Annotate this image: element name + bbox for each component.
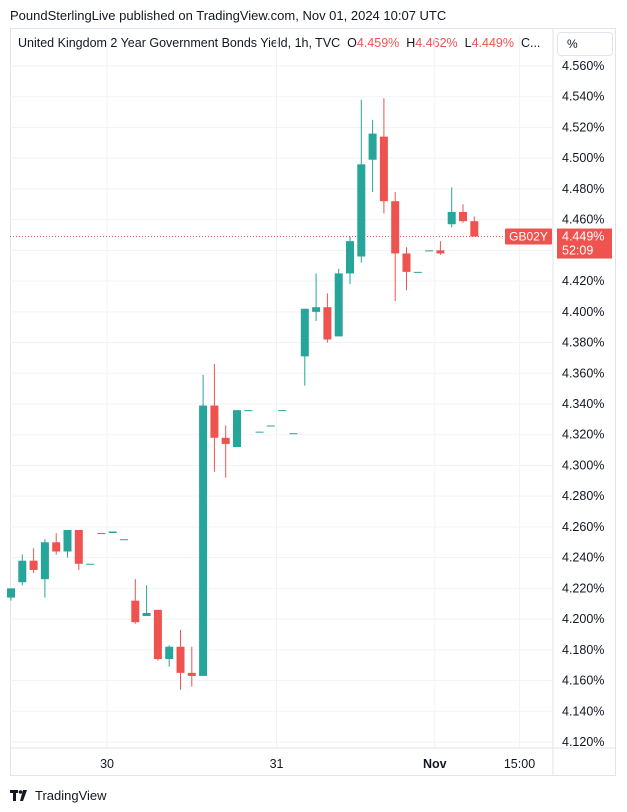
candle-body — [436, 250, 445, 254]
y-tick-label: 4.460% — [562, 213, 604, 227]
candle-body — [312, 307, 321, 312]
candle-body — [108, 531, 117, 534]
candle-body — [470, 221, 479, 237]
y-tick-label: 4.420% — [562, 274, 604, 288]
candle-body — [221, 437, 230, 444]
candle-body — [244, 410, 253, 412]
candle-body — [323, 307, 332, 340]
candle-body — [52, 542, 61, 552]
legend-low-label: L — [464, 36, 472, 50]
legend-high-label: H — [406, 36, 416, 50]
y-tick-label: 4.380% — [562, 336, 604, 350]
legend-close-label: C... — [520, 36, 541, 50]
candle-body — [334, 273, 343, 337]
y-tick-label: 4.220% — [562, 581, 604, 595]
y-tick-label: 4.320% — [562, 428, 604, 442]
candle-body — [447, 211, 456, 225]
x-tick-label: Nov — [423, 757, 447, 771]
y-tick-label: 4.200% — [562, 612, 604, 626]
candle-body — [7, 588, 15, 598]
candle-body — [425, 250, 434, 252]
y-tick-label: 4.520% — [562, 120, 604, 134]
candle-body — [402, 253, 411, 272]
legend-open-label: O — [347, 36, 357, 50]
candle-body — [357, 164, 366, 257]
candle-body — [199, 405, 208, 676]
candle-body — [391, 201, 400, 254]
last-price-value: 4.449% — [562, 230, 604, 244]
y-tick-label: 4.340% — [562, 397, 604, 411]
y-tick-label: 4.160% — [562, 674, 604, 688]
chart-frame — [10, 28, 616, 776]
countdown-label: 52:09 — [562, 244, 593, 258]
symbol-tag-label: GB02Y — [509, 230, 548, 244]
candle-body — [120, 539, 128, 541]
candle-body — [40, 542, 49, 580]
footer-brand: TradingView — [10, 788, 107, 803]
candle-body — [379, 136, 388, 202]
y-tick-label: 4.560% — [562, 59, 604, 73]
footer-brand-label: TradingView — [35, 788, 107, 803]
candle-body — [233, 410, 241, 448]
candle-body — [278, 410, 287, 412]
candle-body — [86, 563, 95, 565]
y-tick-label: 4.500% — [562, 151, 604, 165]
tradingview-logo-icon — [10, 789, 30, 802]
candle-body — [255, 431, 264, 433]
chart-legend: United Kingdom 2 Year Government Bonds Y… — [18, 36, 540, 50]
x-tick-label: 15:00 — [504, 757, 535, 771]
y-tick-label: 4.260% — [562, 520, 604, 534]
candle-body — [413, 271, 422, 273]
symbol-tag — [505, 228, 552, 245]
y-tick-label: 4.360% — [562, 366, 604, 380]
candle-body — [346, 241, 354, 274]
candle-body — [368, 133, 377, 160]
legend-high-value: 4.462% — [415, 36, 458, 50]
y-tick-label: 4.480% — [562, 182, 604, 196]
last-price-badge — [557, 228, 612, 259]
candle-body — [210, 405, 219, 438]
candle-body — [63, 529, 72, 552]
candle-body — [18, 560, 27, 583]
legend-open-value: 4.459% — [356, 36, 400, 50]
x-tick-label: 31 — [270, 757, 284, 771]
x-tick-label: 30 — [100, 757, 114, 771]
y-tick-label: 4.180% — [562, 643, 604, 657]
candle-body — [300, 308, 309, 357]
y-tick-label: 4.300% — [562, 458, 604, 472]
candle-body — [142, 612, 151, 617]
candle-body — [165, 646, 174, 660]
candle-body — [187, 672, 196, 676]
y-tick-label: 4.120% — [562, 735, 604, 749]
y-tick-label: 4.140% — [562, 704, 604, 718]
candle-body — [459, 211, 467, 222]
y-tick-label: 4.280% — [562, 489, 604, 503]
legend-low-value: 4.449% — [471, 36, 514, 50]
y-tick-label: 4.240% — [562, 551, 604, 565]
unit-selector-button[interactable]: % — [557, 32, 613, 56]
y-tick-label: 4.400% — [562, 305, 604, 319]
publisher-line: PoundSterlingLive published on TradingVi… — [10, 8, 447, 23]
candle-body — [29, 560, 38, 570]
candle-body — [176, 646, 185, 673]
candle-body — [97, 533, 106, 535]
candle-body — [266, 425, 275, 427]
candle-body — [131, 600, 140, 623]
candle-body — [74, 529, 83, 564]
legend-symbol: United Kingdom 2 Year Government Bonds Y… — [18, 36, 341, 50]
candle-body — [153, 609, 162, 660]
candle-body — [289, 433, 298, 435]
y-tick-label: 4.540% — [562, 90, 604, 104]
